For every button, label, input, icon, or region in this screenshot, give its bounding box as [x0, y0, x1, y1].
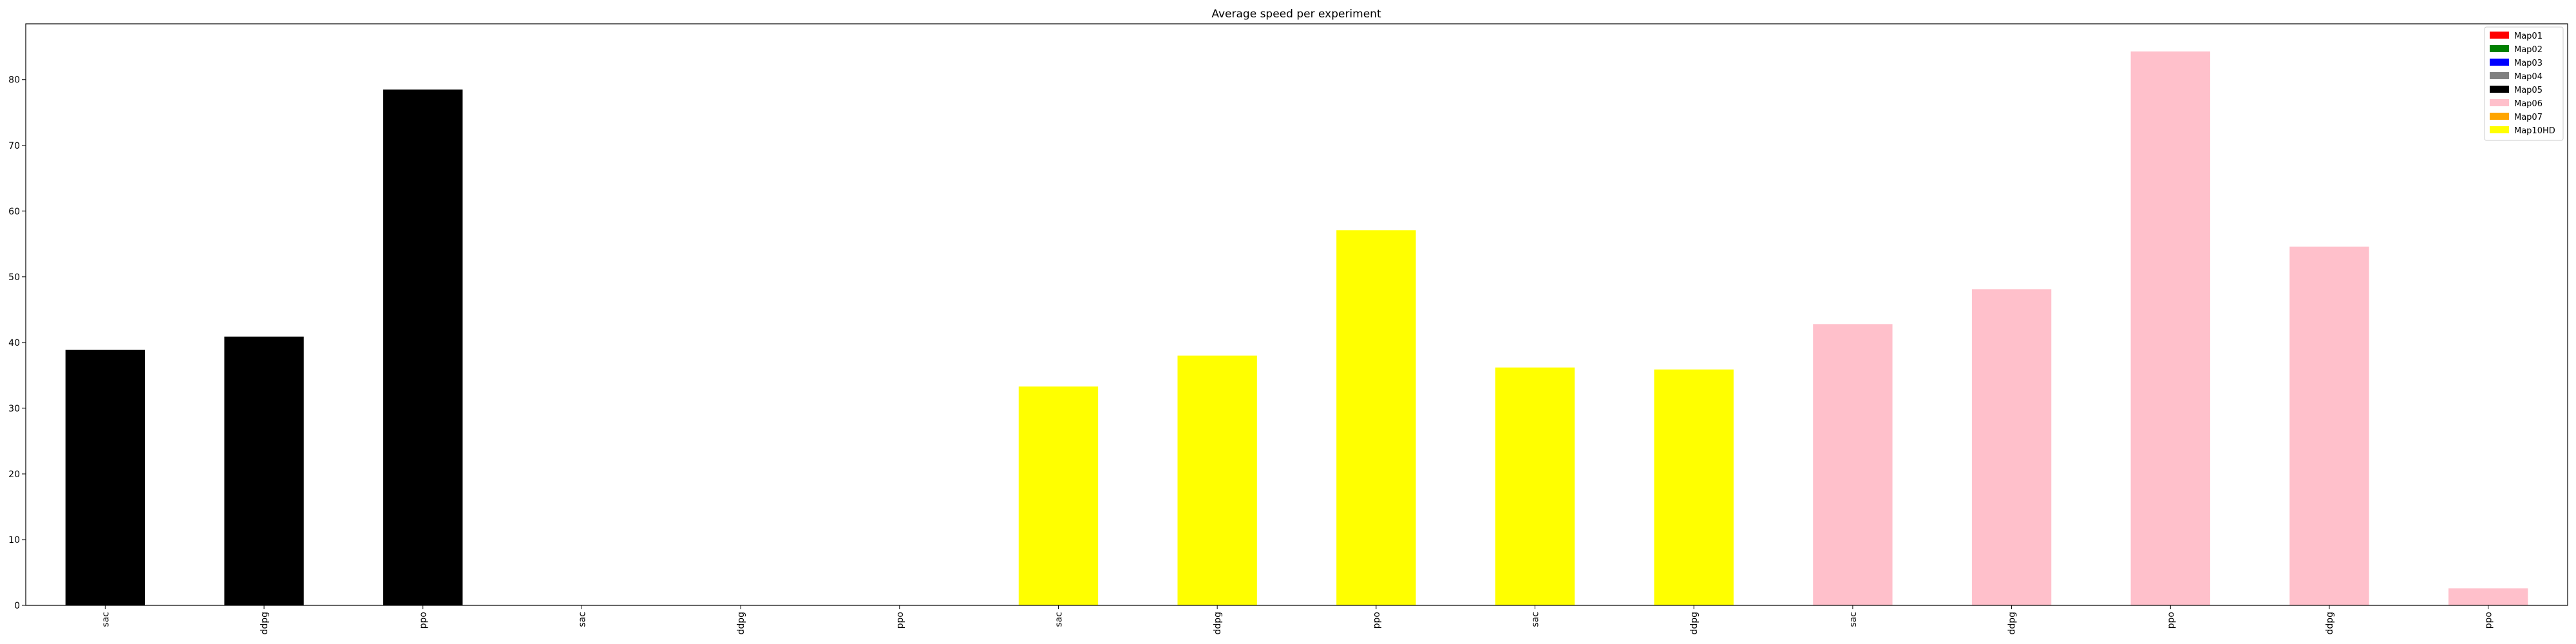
- y-tick-label: 10: [8, 535, 20, 545]
- legend-label: Map10HD: [2514, 126, 2555, 136]
- x-tick-label: ddpg: [2325, 612, 2335, 635]
- x-tick-label: sac: [1054, 612, 1064, 627]
- legend-label: Map07: [2514, 113, 2543, 122]
- x-tick-label: ppo: [1372, 612, 1382, 629]
- x-tick-label: ddpg: [1689, 612, 1700, 635]
- y-tick-label: 80: [8, 75, 20, 86]
- x-tick-label: ppo: [2484, 612, 2494, 629]
- bar: [65, 350, 146, 605]
- y-tick-label: 50: [8, 272, 20, 283]
- bar: [1654, 369, 1734, 605]
- x-tick-label: ppo: [419, 612, 429, 629]
- chart-title: Average speed per experiment: [1211, 8, 1381, 21]
- bar: [2448, 588, 2528, 605]
- legend-label: Map01: [2514, 32, 2543, 41]
- y-tick-label: 0: [14, 601, 20, 611]
- y-axis-ticks: 0 10 20 30 40 50 60 70 80: [8, 75, 26, 611]
- x-tick-label: sac: [1848, 612, 1859, 627]
- legend-swatch: [2490, 72, 2509, 79]
- legend-label: Map06: [2514, 99, 2543, 109]
- legend-label: Map03: [2514, 59, 2543, 68]
- plot-area-frame: [25, 23, 2568, 606]
- x-tick-label: sac: [100, 612, 111, 627]
- x-axis-ticks: sac ddpg ppo sac ddpg ppo sac ddpg ppo sac ddpg sac…: [100, 605, 2494, 635]
- bars-layer: [65, 51, 2528, 606]
- x-tick-label: ddpg: [2007, 612, 2018, 635]
- bar: [383, 90, 463, 605]
- legend-swatch: [2490, 32, 2509, 39]
- bar: [2130, 51, 2210, 605]
- legend-swatch: [2490, 113, 2509, 120]
- x-tick-label: ddpg: [1213, 612, 1223, 635]
- bar: [224, 336, 304, 605]
- x-tick-label: sac: [1531, 612, 1541, 627]
- bar: [1336, 230, 1416, 605]
- bar: [1495, 367, 1575, 605]
- legend-swatch: [2490, 86, 2509, 93]
- legend-swatch: [2490, 59, 2509, 66]
- legend-box: [2484, 26, 2564, 141]
- y-tick-label: 60: [8, 207, 20, 217]
- x-tick-label: ddpg: [260, 612, 270, 635]
- legend: Map01 Map02 Map03 Map04 Map05 Map06 Map07 Map10…: [2484, 26, 2564, 141]
- bar: [1018, 386, 1099, 605]
- y-tick-label: 30: [8, 404, 20, 414]
- x-tick-label: ddpg: [736, 612, 746, 635]
- x-tick-label: sac: [577, 612, 587, 627]
- legend-swatch: [2490, 99, 2509, 106]
- legend-label: Map04: [2514, 72, 2543, 82]
- legend-swatch: [2490, 126, 2509, 133]
- y-tick-label: 70: [8, 141, 20, 151]
- x-tick-label: ppo: [895, 612, 905, 629]
- legend-label: Map02: [2514, 45, 2543, 55]
- y-tick-label: 40: [8, 338, 20, 348]
- bar: [1971, 289, 2052, 605]
- bar: [2289, 246, 2369, 606]
- bar: [1177, 355, 1257, 605]
- y-tick-label: 20: [8, 469, 20, 480]
- legend-swatch: [2490, 45, 2509, 52]
- bar: [1813, 324, 1893, 605]
- legend-label: Map05: [2514, 86, 2543, 95]
- x-tick-label: ppo: [2166, 612, 2176, 629]
